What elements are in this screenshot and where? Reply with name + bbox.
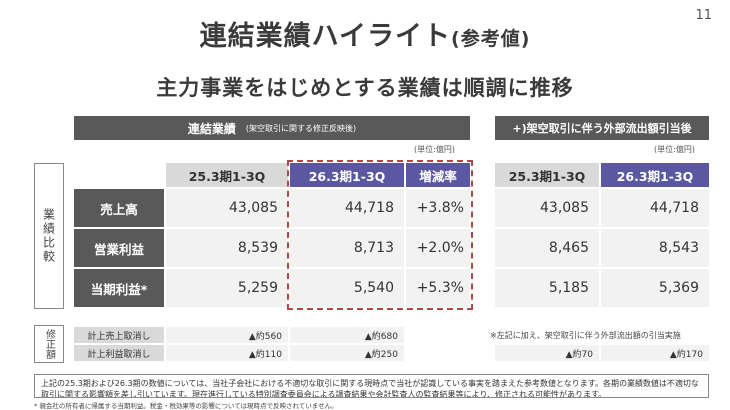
performance-side-label: 業績比較 (34, 163, 64, 309)
operating-profit-curr: 8,713 (290, 229, 404, 269)
row-label-revenue: 売上高 (74, 189, 164, 229)
footnote-box: 上記の25.3期および26.3期の数値については、当社子会社における不適切な取引… (34, 374, 709, 398)
revenue-prev: 43,085 (166, 189, 288, 229)
left-table-header-main: 連結業績 (187, 121, 236, 136)
left-table-header: 連結業績 (架空取引に関する修正反映後) (74, 116, 470, 140)
right-revenue-prev: 43,085 (495, 189, 599, 229)
left-col-prev: 25.3期1-3Q (166, 163, 288, 187)
right-operating-profit-curr: 8,543 (601, 229, 709, 269)
revenue-curr: 44,718 (290, 189, 404, 229)
left-col-curr: 26.3期1-3Q (290, 163, 404, 187)
page-subtitle: 主力事業をはじめとする業績は順調に推移 (156, 76, 574, 100)
right-table-unit: (単位:億円) (654, 145, 695, 154)
left-table-unit: (単位:億円) (414, 145, 455, 154)
footnote-asterisk: * 親会社の所有者に帰属する当期利益。税金・税効果等の影響については現時点で反映… (34, 402, 338, 410)
correction-profit-curr: ▲約250 (290, 345, 404, 362)
left-col-change: 増減率 (406, 163, 470, 187)
right-col-curr: 26.3期1-3Q (601, 163, 709, 187)
page-number: 11 (695, 8, 712, 23)
corrections-right-note: ※左記に加え、架空取引に伴う外部流出額の引当実施 (490, 331, 681, 340)
row-label-net-income: 当期利益* (74, 269, 164, 309)
correction-sales-prev: ▲約560 (166, 327, 288, 344)
net-income-prev: 5,259 (166, 269, 288, 309)
right-operating-profit-prev: 8,465 (495, 229, 599, 269)
footnote-text: 上記の25.3期および26.3期の数値については、当社子会社における不適切な取引… (41, 379, 699, 398)
correction-profit-prev: ▲約110 (166, 345, 288, 362)
operating-profit-prev: 8,539 (166, 229, 288, 269)
revenue-change: +3.8% (406, 189, 470, 229)
right-table-header: +)架空取引に伴う外部流出額引当後 (495, 116, 709, 140)
correction-sales-curr: ▲約680 (290, 327, 404, 344)
corrections-right-prev: ▲約70 (495, 345, 599, 362)
right-net-income-prev: 5,185 (495, 269, 599, 309)
operating-profit-change: +2.0% (406, 229, 470, 269)
page-title-suffix: (参考値) (451, 28, 531, 50)
page-title-main: 連結業績ハイライト (199, 21, 452, 52)
right-col-prev: 25.3期1-3Q (495, 163, 599, 187)
right-net-income-curr: 5,369 (601, 269, 709, 309)
corrections-right-curr: ▲約170 (601, 345, 709, 362)
corrections-side-label: 修正額 (34, 325, 64, 363)
correction-label-profit: 計上利益取消し (74, 345, 164, 362)
right-revenue-curr: 44,718 (601, 189, 709, 229)
row-label-operating-profit: 営業利益 (74, 229, 164, 269)
correction-label-sales: 計上売上取消し (74, 327, 164, 344)
page-title: 連結業績ハイライト(参考値) (0, 14, 730, 53)
highlight-frame (287, 160, 473, 310)
left-table-header-note: (架空取引に関する修正反映後) (245, 123, 357, 133)
